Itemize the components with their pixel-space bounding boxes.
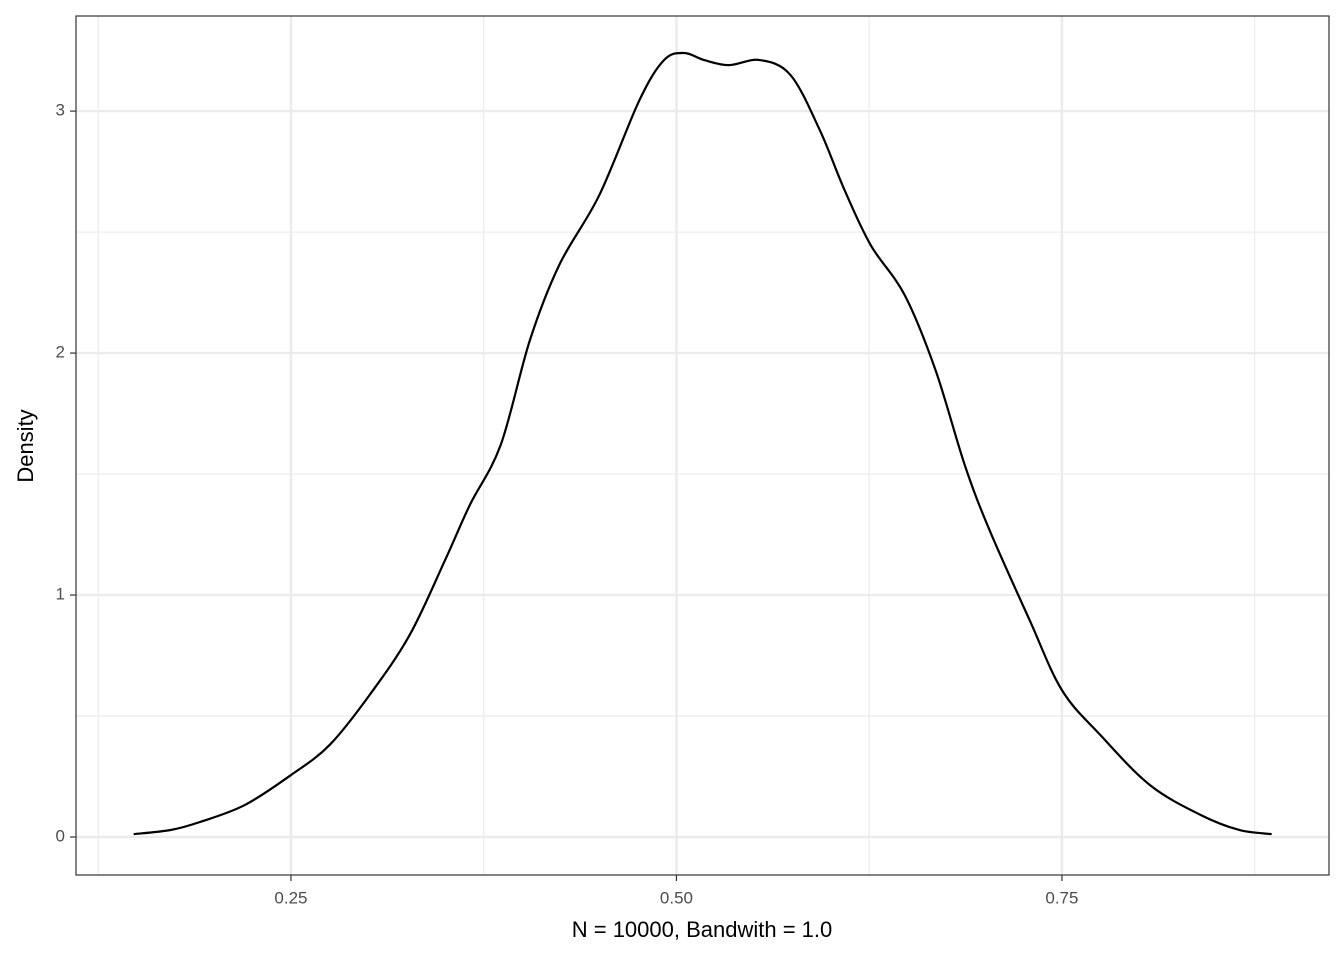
y-tick-label: 0 [56,826,65,845]
x-tick-label: 0.50 [660,888,693,907]
y-tick-label: 3 [56,101,65,120]
y-axis-title: Density [13,409,38,482]
y-tick-label: 1 [56,585,65,604]
y-tick-label: 2 [56,343,65,362]
x-tick-label: 0.75 [1045,888,1078,907]
x-axis-title: N = 10000, Bandwith = 1.0 [572,917,833,942]
density-line [133,51,1272,836]
panel-border [75,15,1330,876]
x-tick-label: 0.25 [274,888,307,907]
